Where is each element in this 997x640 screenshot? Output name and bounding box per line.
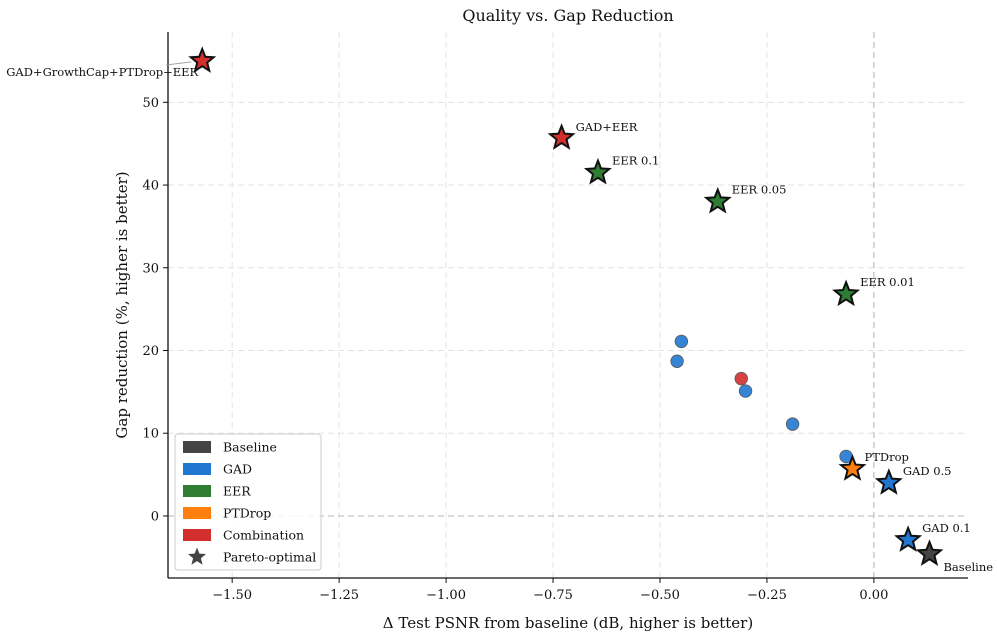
legend-swatch xyxy=(183,441,211,453)
annotation-label: GAD+EER xyxy=(576,120,638,134)
y-axis-label: Gap reduction (%, higher is better) xyxy=(113,171,131,438)
axes: −1.50 −1.25 −1.00 −0.75 −0.50 −0.25 0.00 0 10 20 3… xyxy=(142,32,968,603)
x-tick-label: −1.25 xyxy=(319,588,359,603)
gad-star xyxy=(894,525,923,552)
x-tick-label: −1.50 xyxy=(212,588,252,603)
annotation-label: EER 0.01 xyxy=(860,275,915,289)
gad-point xyxy=(738,384,753,398)
gad-star xyxy=(874,468,903,495)
grid xyxy=(168,32,968,578)
y-tick-label: 40 xyxy=(142,179,159,194)
legend-star-icon xyxy=(187,547,207,565)
annotation-label: GAD 0.1 xyxy=(922,521,971,535)
x-tick-label: −1.00 xyxy=(426,588,466,603)
legend-label: Combination xyxy=(223,528,304,543)
annotation-label: EER 0.1 xyxy=(612,154,659,168)
legend-swatch xyxy=(183,507,211,519)
eer-star xyxy=(703,186,732,214)
annotation-leader xyxy=(166,61,192,66)
legend-label: PTDrop xyxy=(223,506,271,521)
legend-label: Pareto-optimal xyxy=(223,550,316,565)
legend-label: Baseline xyxy=(223,440,277,455)
combination-star xyxy=(188,46,217,73)
annotation-label: GAD+GrowthCap+PTDrop+EER xyxy=(6,65,198,79)
annotation-label: PTDrop xyxy=(864,450,908,464)
combination-point xyxy=(734,371,748,386)
chart-title: Quality vs. Gap Reduction xyxy=(462,6,673,25)
x-tick-label: −0.50 xyxy=(640,588,680,603)
y-tick-label: 50 xyxy=(142,96,159,111)
legend-label: GAD xyxy=(223,462,252,477)
gad-point xyxy=(670,354,684,368)
eer-star xyxy=(583,157,612,185)
point-annotations: GAD+GrowthCap+PTDrop+EER GAD+EER EER 0.1 EE… xyxy=(6,61,993,574)
y-tick-label: 0 xyxy=(151,509,159,524)
annotation-label: GAD 0.5 xyxy=(903,464,952,478)
x-tick-label: −0.25 xyxy=(747,588,787,603)
x-tick-label: 0.00 xyxy=(859,588,888,603)
legend-label: EER xyxy=(223,484,251,499)
x-tick-label: −0.75 xyxy=(533,588,573,603)
legend-swatch xyxy=(183,529,211,541)
y-tick-label: 10 xyxy=(142,427,159,442)
data-points xyxy=(188,46,944,566)
gad-point xyxy=(674,334,689,349)
legend-swatch xyxy=(183,463,211,475)
x-axis-label: Δ Test PSNR from baseline (dB, higher is… xyxy=(383,614,753,632)
legend-box xyxy=(174,433,322,571)
y-tick-label: 30 xyxy=(142,261,159,276)
annotation-label: Baseline xyxy=(943,560,993,574)
legend-swatch xyxy=(183,485,211,497)
legend: Baseline GAD EER PTDrop Combination Pareto-op… xyxy=(174,433,322,571)
gad-point xyxy=(785,417,800,431)
baseline-star xyxy=(915,539,944,566)
ptdrop-star xyxy=(838,454,867,481)
combination-star xyxy=(547,123,576,150)
eer-star xyxy=(832,279,861,307)
y-tick-label: 20 xyxy=(142,344,159,359)
annotation-label: EER 0.05 xyxy=(732,183,787,197)
